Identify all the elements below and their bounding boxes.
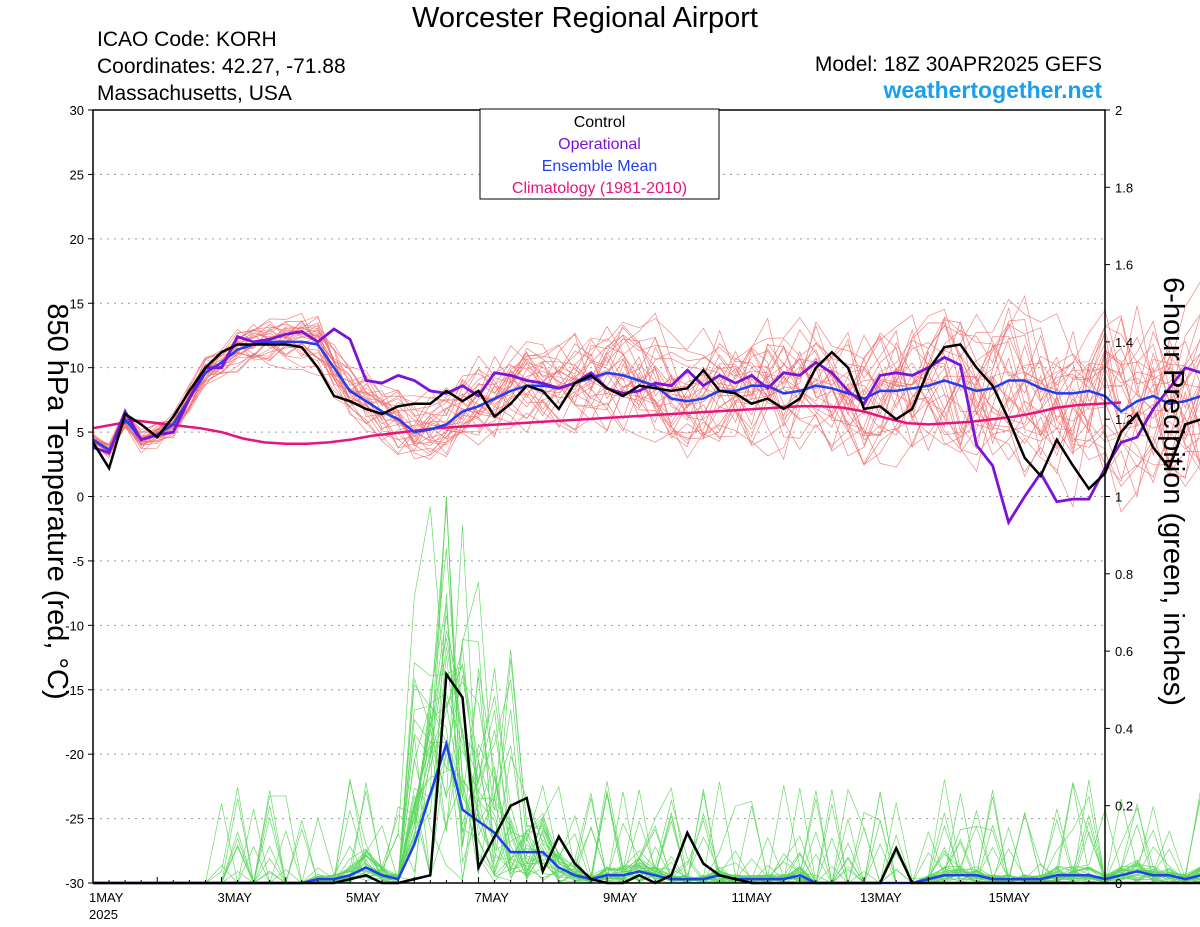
legend-entry: Climatology (1981-2010) [512, 180, 687, 197]
temperature-operational-line [92, 327, 1200, 526]
x-tick-label: 1MAY [89, 890, 124, 905]
y-tick-label: -10 [65, 618, 84, 633]
temperature-control-line [91, 343, 1200, 491]
axes: 302520151050-5-10-15-20-25-3021.81.61.41… [41, 103, 1189, 922]
x-tick-label: 9MAY [603, 890, 638, 905]
temperature-member-line [92, 330, 1200, 467]
y2-tick-label: 1.4 [1115, 335, 1133, 350]
temperature-member-line [92, 326, 1200, 449]
x-tick-label: 3MAY [218, 890, 253, 905]
model-run: Model: 18Z 30APR2025 GEFS [814, 53, 1102, 76]
temperature-member-line [92, 329, 1200, 456]
y-tick-label: -30 [65, 876, 84, 891]
climatology-line [92, 401, 1122, 445]
temperature-member-line [92, 281, 1200, 455]
y-tick-label: 30 [70, 103, 84, 118]
precipitation-member-line [93, 505, 1200, 884]
y2-tick-label: 1 [1115, 490, 1122, 505]
y-tick-label: 20 [70, 232, 84, 247]
temperature-member-line [92, 316, 1200, 479]
y2-tick-label: 1.8 [1115, 180, 1133, 195]
y-tick-label: -5 [72, 554, 84, 569]
y-tick-label: 5 [77, 425, 84, 440]
site-link[interactable]: weathertogether.net [883, 77, 1102, 103]
y2-tick-label: 2 [1115, 103, 1122, 118]
x-tick-label: 5MAY [346, 890, 381, 905]
precipitation-member-line [93, 630, 1200, 884]
y2-tick-label: 0 [1115, 876, 1122, 891]
x-tick-label: 13MAY [860, 890, 902, 905]
y2-axis-title: 6-hour Precipition (green, inches) [1157, 277, 1189, 706]
temperature-member-line [92, 321, 1200, 478]
x-tick-label: 15MAY [989, 890, 1031, 905]
icao-code: ICAO Code: KORH [97, 28, 277, 51]
legend-box [479, 108, 720, 200]
y2-tick-label: 1.6 [1115, 258, 1133, 273]
precipitation-member-line [93, 582, 1200, 884]
y-tick-label: 15 [70, 296, 84, 311]
y-axis-title: 850 hPa Temperature (red, °C) [41, 303, 73, 699]
temperature-member-line [92, 315, 1200, 471]
y-tick-label: -25 [65, 812, 84, 827]
temperature-member-line [92, 324, 1200, 487]
y-tick-label: 10 [70, 361, 84, 376]
coordinates: Coordinates: 42.27, -71.88 [97, 55, 346, 78]
y2-tick-label: 0.6 [1115, 644, 1133, 659]
y2-tick-label: 0.8 [1115, 567, 1133, 582]
grid-lines [93, 173, 1105, 820]
legend-entry: Operational [558, 136, 641, 153]
y2-tick-label: 1.2 [1115, 412, 1133, 427]
temperature-member-line [92, 317, 1200, 457]
temperature-member-line [92, 313, 1200, 457]
y2-tick-label: 0.4 [1115, 721, 1133, 736]
temperature-ensemble-mean-line [92, 340, 1200, 452]
chart-title: Worcester Regional Airport [411, 2, 758, 34]
temperature-member-line [92, 313, 1200, 457]
y-tick-label: 25 [70, 167, 84, 182]
x-tick-label: 7MAY [475, 890, 510, 905]
temperature-member-line [92, 320, 1200, 456]
precipitation-member-line [93, 496, 1200, 884]
y2-tick-label: 0.2 [1115, 799, 1133, 814]
precipitation-member-line [93, 646, 1200, 884]
x-year-label: 2025 [89, 907, 118, 922]
temperature-member-line [92, 305, 1200, 452]
precipitation-member-line [93, 649, 1200, 884]
y-tick-label: -20 [65, 747, 84, 762]
precipitation-member-line [93, 647, 1200, 884]
y-tick-label: -15 [65, 683, 84, 698]
temperature-member-line [92, 334, 1200, 488]
legend-entry: Control [574, 114, 626, 131]
temperature-members [92, 281, 1200, 513]
y-tick-label: 0 [77, 490, 84, 505]
legend-entry: Ensemble Mean [542, 158, 658, 175]
x-tick-label: 11MAY [732, 890, 773, 905]
precipitation-member-line [93, 603, 1200, 885]
region: Massachusetts, USA [97, 82, 292, 105]
legend: Control Operational Ensemble Mean Climatolo… [479, 108, 720, 200]
temperature-member-line [92, 324, 1200, 455]
precipitation-member-line [93, 758, 1200, 884]
temperature-member-line [92, 323, 1200, 478]
precipitation-member-line [93, 506, 1200, 884]
